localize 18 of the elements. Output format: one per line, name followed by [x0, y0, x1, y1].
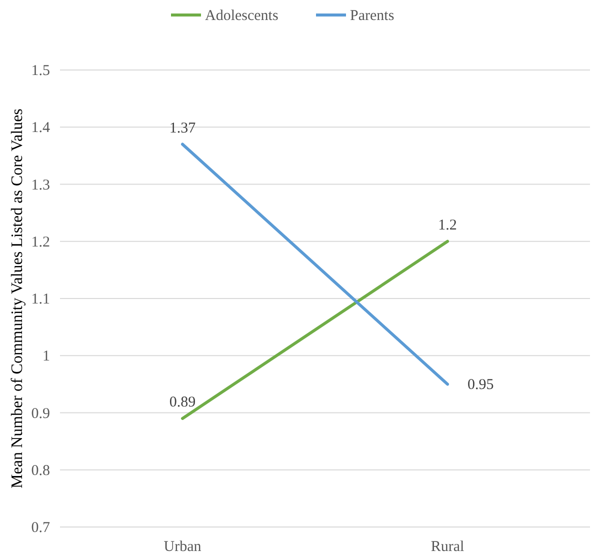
y-tick-label: 0.7: [31, 520, 50, 536]
y-tick-label: 1.3: [31, 177, 50, 194]
y-axis-title: Mean Number of Community Values Listed as Core Values: [9, 108, 26, 488]
data-label: 0.95: [468, 377, 494, 394]
y-tick-label: 1.4: [31, 120, 50, 136]
x-tick-label: Urban: [164, 539, 202, 555]
data-label: 1.37: [169, 120, 196, 136]
y-tick-label: 1.1: [31, 292, 50, 308]
x-tick-label: Rural: [430, 539, 464, 555]
y-tick-label: 1.5: [31, 63, 50, 79]
y-tick-label: 1: [42, 348, 50, 365]
legend-label: Adolescents: [205, 8, 278, 24]
data-label: 0.89: [169, 394, 196, 410]
y-tick-label: 0.8: [31, 462, 50, 479]
legend-label: Parents: [350, 8, 394, 24]
data-label: 1.2: [438, 217, 457, 234]
y-tick-label: 1.2: [31, 234, 50, 250]
y-tick-label: 0.9: [31, 406, 50, 422]
